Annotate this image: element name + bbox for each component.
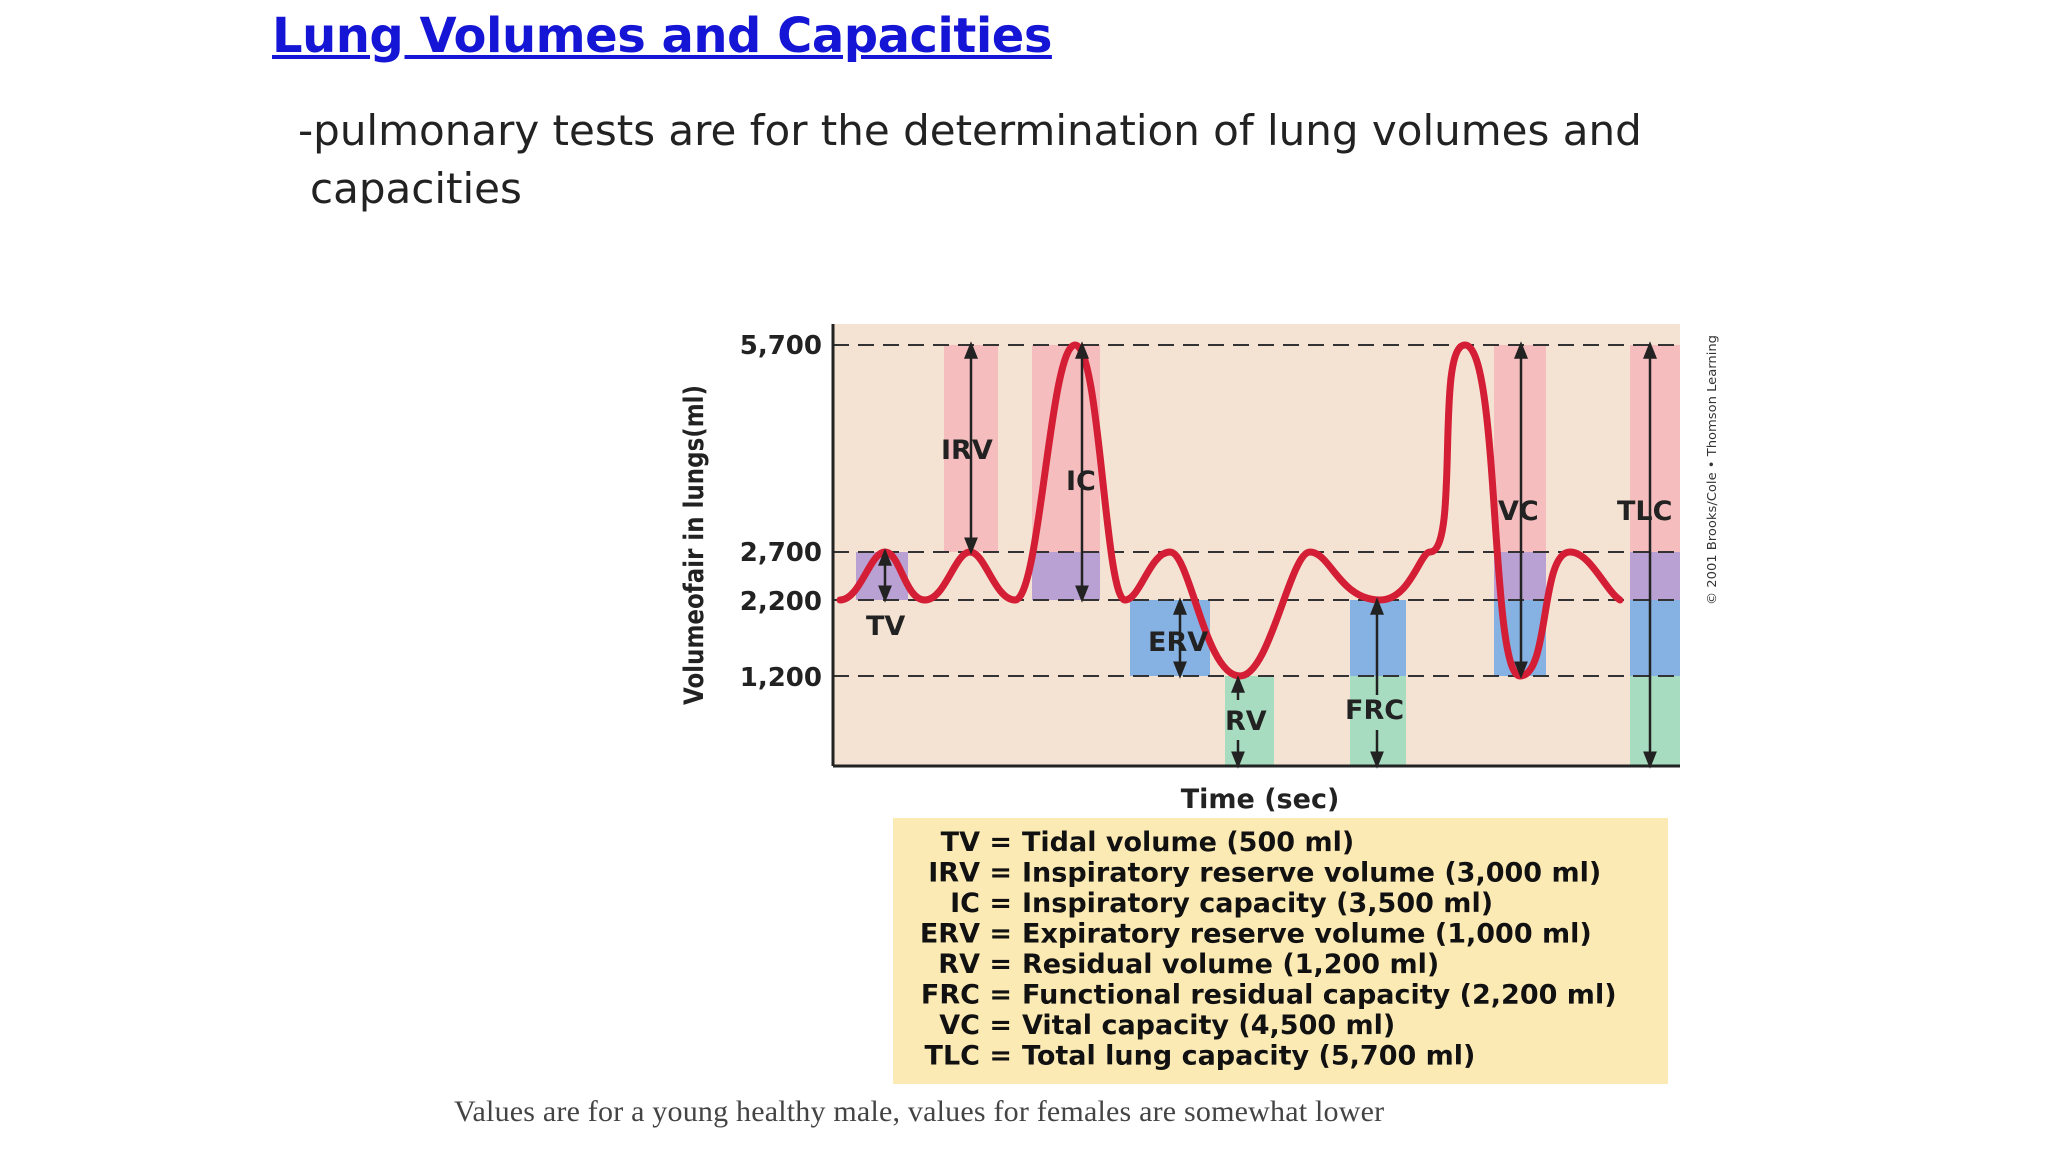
label-rv: RV xyxy=(1225,706,1267,737)
legend-abbr: IRV = xyxy=(928,858,1012,889)
legend-description: Expiratory reserve volume (1,000 ml) xyxy=(1022,919,1592,950)
label-frc: FRC xyxy=(1345,695,1404,726)
band-tlc-erv xyxy=(1630,600,1680,676)
y-tick-2700: 2,700 xyxy=(740,538,822,568)
subtitle-line-2: capacities xyxy=(310,164,522,213)
legend-abbr: ERV = xyxy=(920,919,1012,950)
y-tick-5700: 5,700 xyxy=(740,331,822,361)
subtitle-line-1: -pulmonary tests are for the determinati… xyxy=(298,106,1642,155)
label-tlc: TLC xyxy=(1617,496,1672,527)
y-tick-1200: 1,200 xyxy=(740,663,822,693)
legend-abbr: TLC = xyxy=(925,1041,1012,1072)
label-ic: IC xyxy=(1066,466,1096,497)
band-tlc-mid xyxy=(1630,552,1680,600)
y-tick-2200: 2,200 xyxy=(740,587,822,617)
copyright-text: © 2001 Brooks/Cole • Thomson Learning xyxy=(1705,335,1719,605)
legend-description: Vital capacity (4,500 ml) xyxy=(1022,1010,1395,1041)
slide-subtitle: -pulmonary tests are for the determinati… xyxy=(298,102,1718,218)
legend-description: Inspiratory reserve volume (3,000 ml) xyxy=(1022,858,1601,889)
label-tv: TV xyxy=(866,611,905,642)
y-axis-label: Volumeofair in lungs(ml) xyxy=(679,385,710,705)
legend-description: Residual volume (1,200 ml) xyxy=(1022,949,1439,980)
legend: TV = Tidal volume (500 ml) IRV = Inspirator… xyxy=(920,827,1617,1072)
legend-abbr: VC = xyxy=(939,1010,1012,1041)
label-irv: IRV xyxy=(941,435,993,466)
band-tlc-rv xyxy=(1630,676,1680,766)
legend-description: Total lung capacity (5,700 ml) xyxy=(1022,1041,1475,1072)
legend-box xyxy=(893,818,1668,1084)
slide-title[interactable]: Lung Volumes and Capacities xyxy=(272,8,1052,64)
legend-abbr: FRC = xyxy=(921,980,1012,1011)
legend-description: Functional residual capacity (2,200 ml) xyxy=(1022,980,1617,1011)
legend-abbr: TV = xyxy=(941,827,1012,858)
caption: Values are for a young healthy male, val… xyxy=(454,1095,1385,1128)
band-ic-lower xyxy=(1032,552,1100,600)
x-axis-label: Time (sec) xyxy=(1181,784,1340,815)
label-erv: ERV xyxy=(1148,627,1208,658)
legend-abbr: RV = xyxy=(938,949,1012,980)
legend-abbr: IC = xyxy=(950,888,1012,919)
measurement-arrows xyxy=(878,341,1657,769)
legend-description: Inspiratory capacity (3,500 ml) xyxy=(1022,888,1493,919)
legend-description: Tidal volume (500 ml) xyxy=(1022,827,1354,858)
reference-lines xyxy=(833,344,1680,677)
label-vc: VC xyxy=(1498,496,1539,527)
